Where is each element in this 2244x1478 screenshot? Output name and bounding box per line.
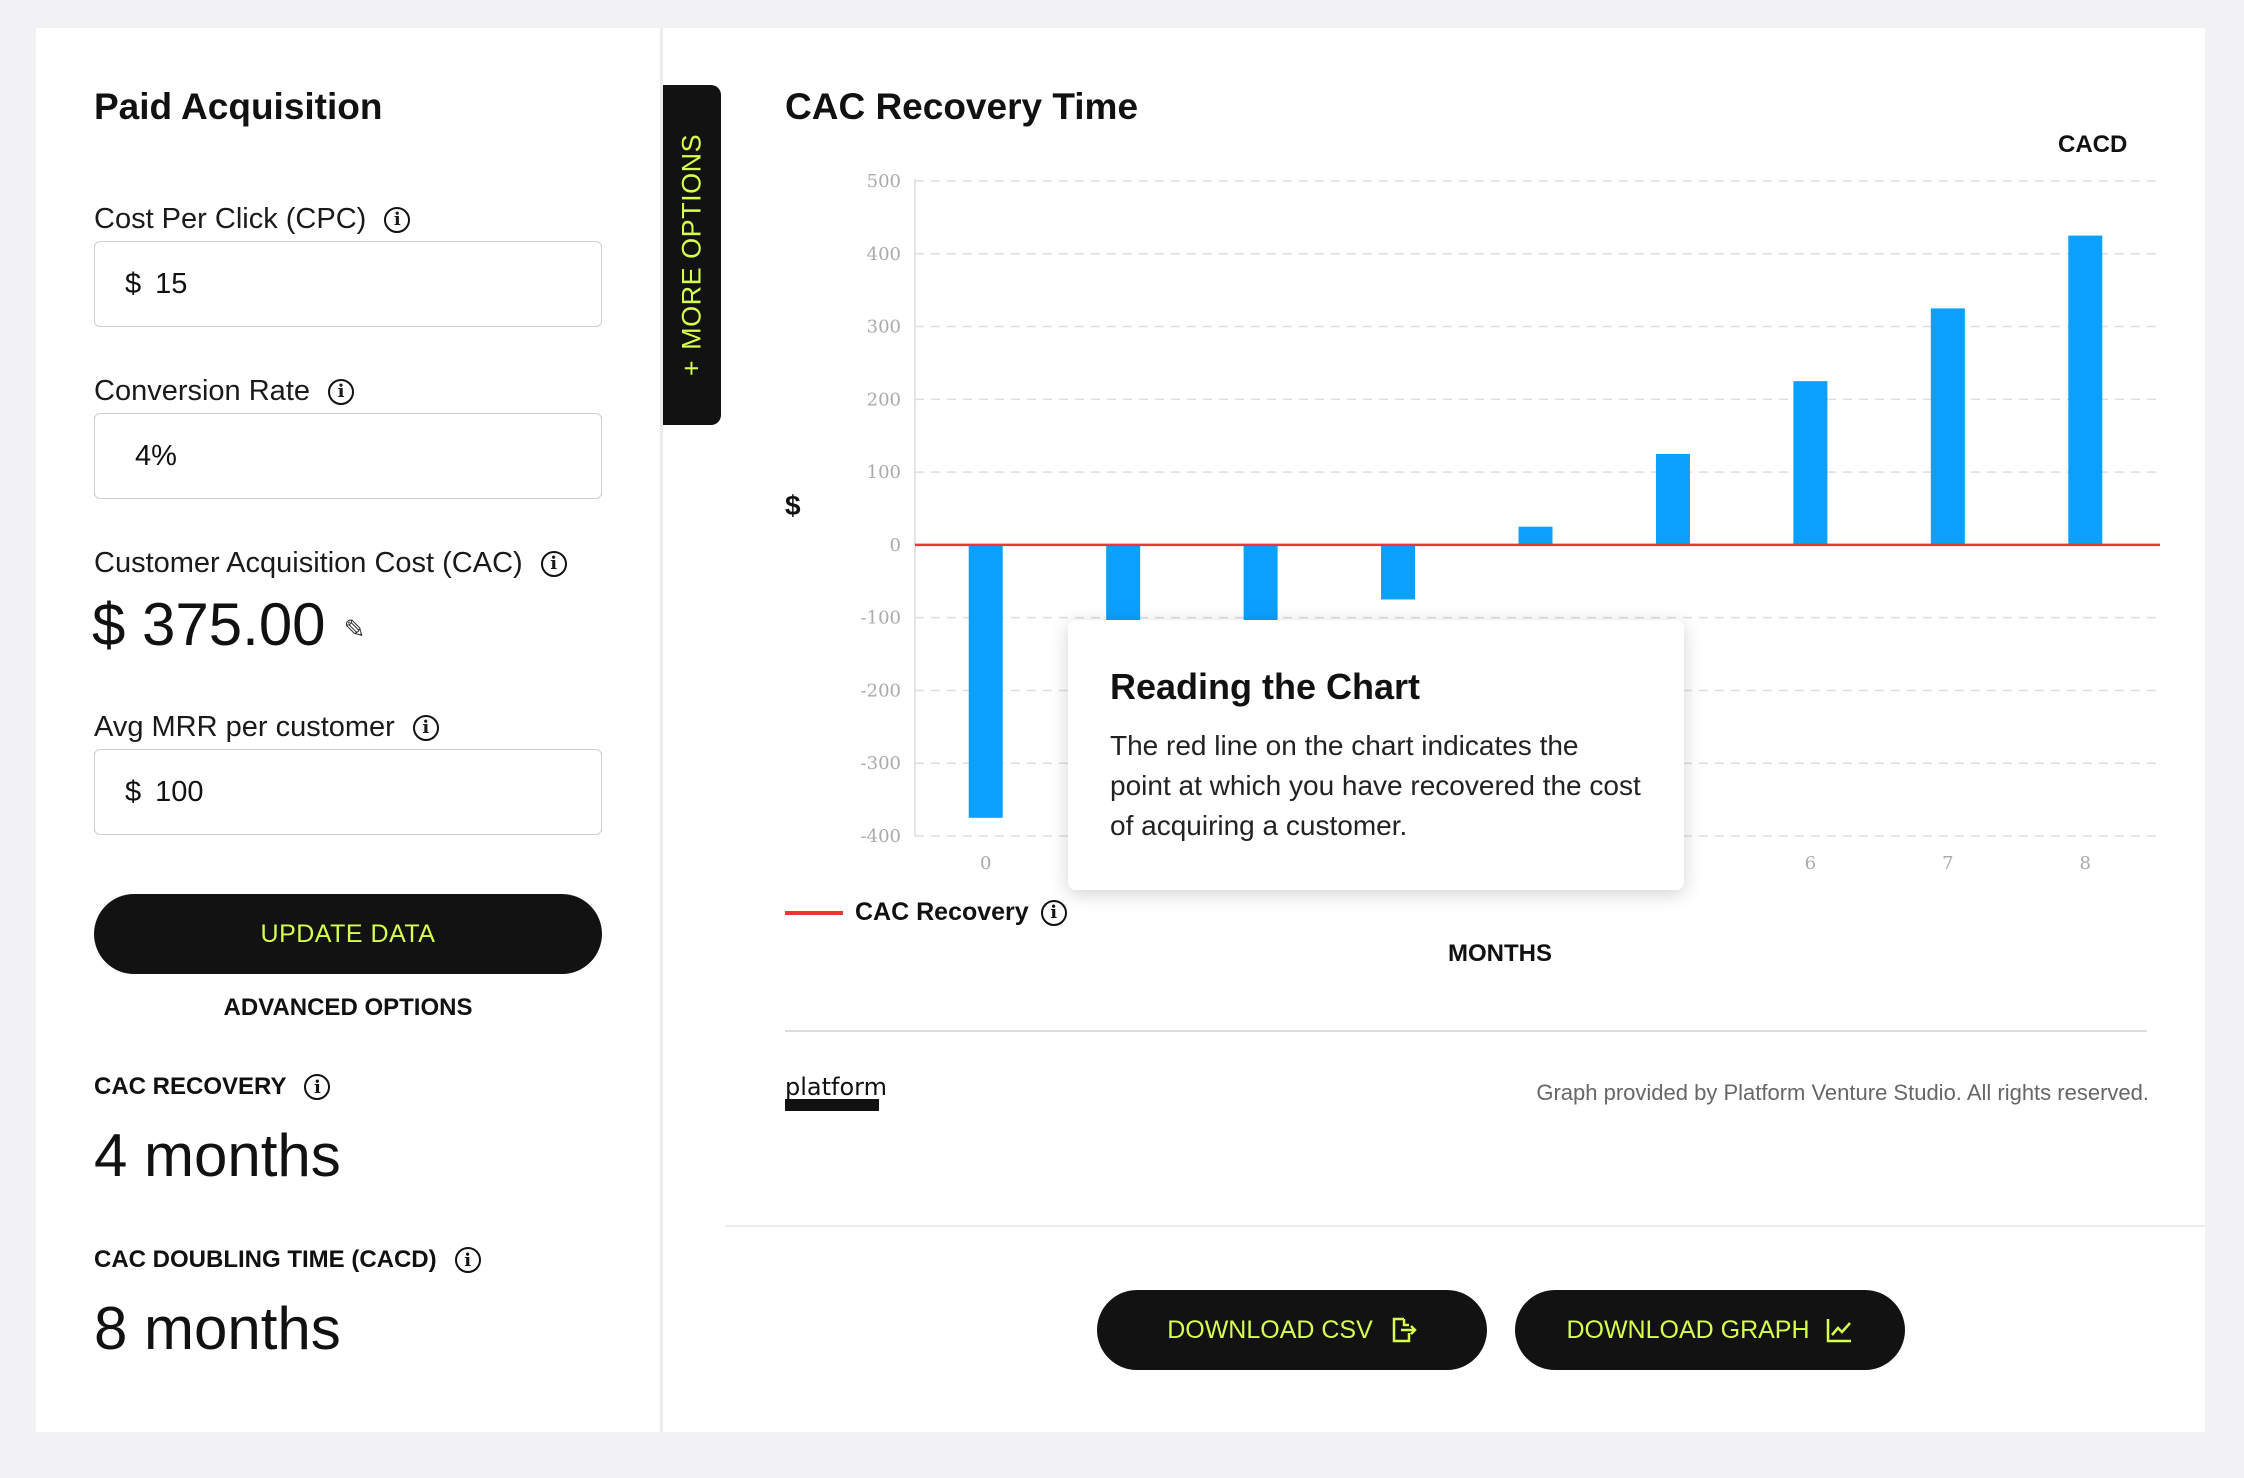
- logo-wordmark: platform: [785, 1073, 887, 1101]
- y-axis-unit: $: [785, 490, 801, 521]
- currency-prefix: $: [125, 267, 142, 300]
- export-icon: [1392, 1317, 1417, 1343]
- cac-value: $ 375.00: [92, 591, 326, 658]
- y-tick-label: 100: [867, 462, 901, 483]
- y-tick-label: 400: [867, 244, 901, 265]
- download-csv-label: DOWNLOAD CSV: [1167, 1315, 1373, 1344]
- advanced-options-link[interactable]: ADVANCED OPTIONS: [223, 994, 473, 1021]
- legend-line-swatch: [785, 910, 843, 915]
- download-graph-label: DOWNLOAD GRAPH: [1566, 1315, 1810, 1344]
- divider: [785, 1030, 2147, 1032]
- bar: [1381, 544, 1416, 600]
- info-icon[interactable]: i: [384, 206, 411, 233]
- chart-legend: CAC Recovery i: [785, 898, 1067, 927]
- bar: [1518, 526, 1553, 545]
- y-tick-label: -200: [861, 680, 901, 701]
- mrr-value: 100: [155, 775, 204, 808]
- y-tick-label: 300: [867, 317, 901, 338]
- conversion-input[interactable]: 4%: [94, 413, 602, 499]
- cacd-chart-label: CACD: [2058, 131, 2128, 158]
- reading-chart-tooltip: Reading the Chart The red line on the ch…: [1068, 620, 1684, 890]
- chart-title: CAC Recovery Time: [785, 86, 1139, 127]
- info-icon[interactable]: i: [328, 378, 354, 405]
- x-tick-label: 0: [980, 853, 991, 874]
- bar: [2068, 235, 2103, 545]
- mrr-input[interactable]: $ 100: [94, 749, 602, 835]
- info-icon[interactable]: i: [412, 714, 439, 741]
- y-tick-label: 200: [867, 389, 901, 410]
- update-data-button[interactable]: UPDATE DATA: [94, 894, 602, 974]
- bar: [1655, 453, 1690, 545]
- x-tick-label: 7: [1942, 853, 1953, 874]
- cac-recovery-value: 4 months: [94, 1122, 341, 1189]
- y-tick-label: -400: [861, 826, 901, 847]
- cacd-label-row: CAC DOUBLING TIME (CACD) i: [94, 1246, 481, 1274]
- bar: [1930, 308, 1965, 545]
- more-options-tab[interactable]: +MORE OPTIONS: [663, 85, 721, 425]
- x-tick-label: 6: [1805, 853, 1816, 874]
- info-icon[interactable]: i: [540, 550, 567, 577]
- cac-value-row: $ 375.00 ✎: [92, 590, 365, 659]
- bar: [968, 544, 1003, 818]
- currency-prefix: $: [125, 775, 142, 808]
- download-graph-button[interactable]: DOWNLOAD GRAPH: [1515, 1290, 1905, 1370]
- cac-label: Customer Acquisition Cost (CAC): [94, 547, 523, 579]
- cac-label-row: Customer Acquisition Cost (CAC) i: [94, 547, 567, 580]
- pencil-icon[interactable]: ✎: [343, 614, 366, 644]
- cpc-label-row: Cost Per Click (CPC) i: [94, 203, 411, 236]
- calculator-card: Paid Acquisition Cost Per Click (CPC) i …: [36, 28, 2205, 1432]
- divider: [725, 1225, 2205, 1227]
- mrr-label-row: Avg MRR per customer i: [94, 711, 439, 744]
- panel-title: Paid Acquisition: [94, 86, 383, 127]
- logo-bar: [785, 1099, 879, 1111]
- line-chart-icon: [1826, 1319, 1851, 1343]
- mrr-label: Avg MRR per customer: [94, 711, 395, 743]
- cpc-label: Cost Per Click (CPC): [94, 203, 367, 235]
- conversion-value: 4%: [135, 439, 177, 472]
- cacd-value: 8 months: [94, 1295, 341, 1362]
- x-tick-label: 8: [2080, 853, 2091, 874]
- chart-panel: +MORE OPTIONS CAC Recovery Time CACD $ 5…: [663, 28, 2205, 1432]
- y-tick-label: 500: [867, 171, 901, 192]
- tooltip-body: The red line on the chart indicates the …: [1110, 730, 1641, 841]
- y-tick-label: 0: [890, 535, 901, 556]
- y-tick-label: -300: [861, 753, 901, 774]
- cpc-input[interactable]: $ 15: [94, 241, 602, 327]
- graph-credit: Graph provided by Platform Venture Studi…: [1536, 1080, 2149, 1105]
- cac-recovery-label: CAC RECOVERY: [94, 1073, 287, 1100]
- download-csv-button[interactable]: DOWNLOAD CSV: [1097, 1290, 1487, 1370]
- platform-logo: platform: [785, 1073, 887, 1111]
- bar: [1793, 381, 1828, 545]
- cac-recovery-label-row: CAC RECOVERY i: [94, 1073, 331, 1101]
- conversion-label: Conversion Rate: [94, 375, 310, 407]
- conversion-label-row: Conversion Rate i: [94, 375, 354, 408]
- cacd-label: CAC DOUBLING TIME (CACD): [94, 1246, 437, 1273]
- x-axis-label: MONTHS: [1448, 940, 1552, 967]
- cpc-value: 15: [155, 267, 188, 300]
- info-icon[interactable]: i: [1040, 899, 1067, 926]
- tooltip-title: Reading the Chart: [1110, 666, 1421, 707]
- input-panel: Paid Acquisition Cost Per Click (CPC) i …: [36, 28, 663, 1432]
- y-tick-label: -100: [861, 608, 901, 629]
- info-icon[interactable]: i: [454, 1247, 481, 1273]
- legend-label: CAC Recovery: [855, 898, 1029, 926]
- info-icon[interactable]: i: [304, 1074, 331, 1100]
